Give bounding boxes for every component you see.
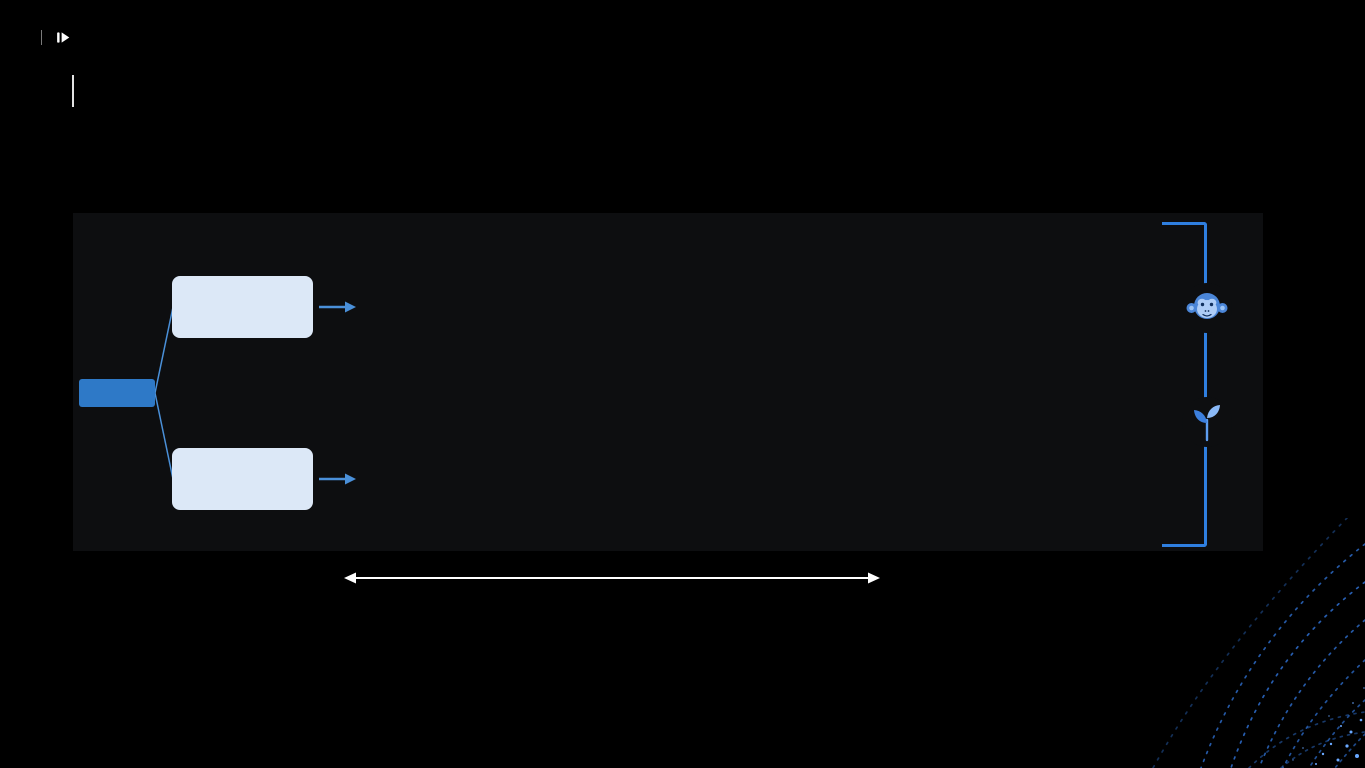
- logo-separator: [41, 30, 42, 45]
- play-triangle-icon: [57, 32, 70, 43]
- title-separator: [72, 75, 74, 107]
- diagram-panel: [73, 213, 1263, 551]
- span-arrow-icon: [344, 572, 880, 584]
- seedling-icon: [1182, 397, 1232, 447]
- logo-group: [27, 30, 77, 45]
- arrow-right-icon: [345, 301, 356, 313]
- title-bar: [55, 75, 91, 107]
- decorative-particles: [1152, 518, 1365, 768]
- monkey-icon: [1182, 283, 1232, 333]
- branch-genome-annotation: [172, 276, 313, 338]
- species-animals: [1163, 283, 1251, 343]
- instadeep-logo: [56, 30, 77, 45]
- species-bracket: [1162, 222, 1207, 547]
- species-plants: [1163, 397, 1251, 457]
- arrow-right-icon: [345, 473, 356, 485]
- connector-lines: [154, 301, 356, 485]
- caption-area: [342, 570, 882, 595]
- branch-genomic-tracks: [172, 448, 313, 510]
- model-box: [79, 379, 155, 407]
- top-bar: [27, 30, 1320, 45]
